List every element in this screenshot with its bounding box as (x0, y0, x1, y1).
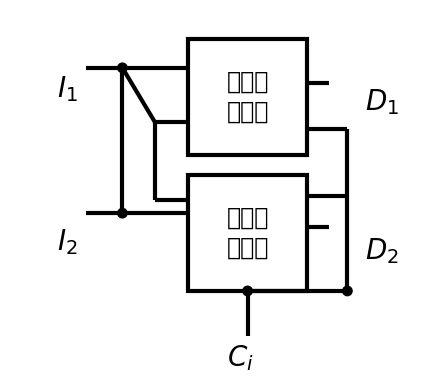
Circle shape (243, 286, 252, 296)
Text: $D_1$: $D_1$ (366, 87, 400, 117)
Bar (188, 39, 307, 155)
Text: $C_i$: $C_i$ (227, 344, 254, 373)
Text: $I_1$: $I_1$ (57, 75, 78, 104)
Bar (188, 175, 307, 291)
Circle shape (118, 208, 127, 218)
Circle shape (118, 63, 127, 73)
Text: 第二延
迟单元: 第二延 迟单元 (226, 206, 269, 260)
Circle shape (343, 286, 352, 296)
Text: $I_2$: $I_2$ (57, 227, 78, 257)
Text: 第一延
迟单元: 第一延 迟单元 (226, 70, 269, 124)
Text: $D_2$: $D_2$ (366, 236, 399, 266)
